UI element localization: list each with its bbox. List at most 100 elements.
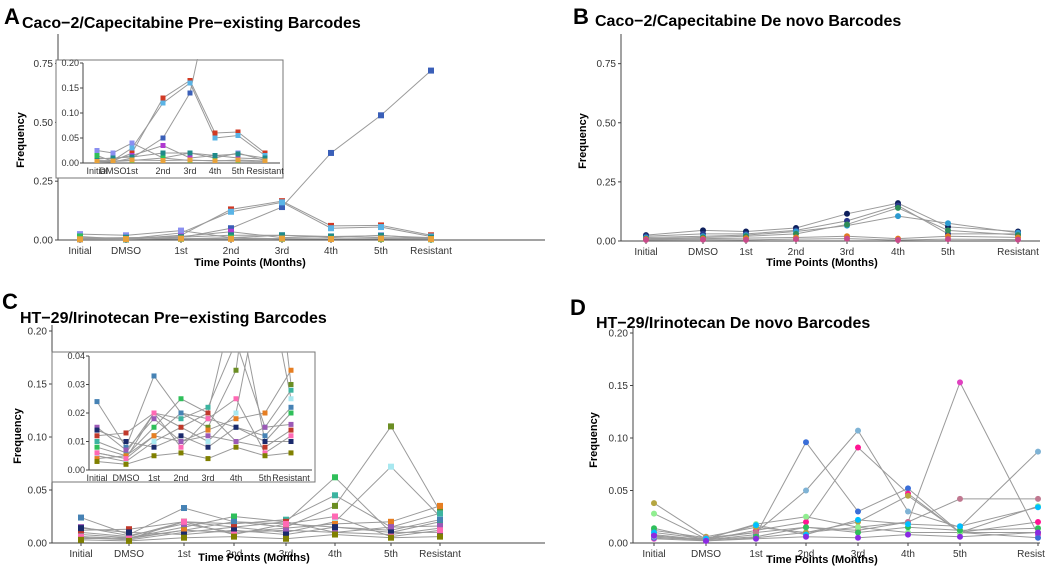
data-point xyxy=(178,424,184,430)
data-point xyxy=(437,533,443,540)
data-point xyxy=(855,444,861,451)
data-point xyxy=(181,531,187,538)
series-line xyxy=(645,238,1019,241)
data-point xyxy=(151,453,157,459)
inset-x-tick-label: Initial xyxy=(86,166,107,176)
x-tick-label: Initial xyxy=(69,549,92,560)
data-point xyxy=(181,534,187,541)
inset-series-line xyxy=(96,144,266,160)
series-line xyxy=(645,215,1019,238)
x-tick-label: Initial xyxy=(634,247,657,258)
inset-x-tick-label: Initial xyxy=(86,473,107,483)
data-point xyxy=(205,456,211,462)
data-point xyxy=(288,382,294,387)
series-line xyxy=(653,381,1039,542)
data-point xyxy=(1015,236,1021,243)
data-point xyxy=(279,204,285,211)
y-axis-label: Frequency xyxy=(577,112,589,169)
data-point xyxy=(181,524,187,531)
inset-x-tick-label: Resistant xyxy=(272,473,310,483)
data-point xyxy=(1035,504,1041,511)
data-point xyxy=(178,439,184,444)
x-tick-label: Resistant xyxy=(1017,549,1045,560)
data-point xyxy=(262,453,268,459)
y-tick-label: 0.25 xyxy=(34,177,54,188)
data-point xyxy=(235,129,241,135)
data-point xyxy=(262,410,268,416)
data-point xyxy=(753,529,759,536)
data-point xyxy=(957,527,963,534)
x-tick-label: DMSO xyxy=(691,549,721,560)
data-point xyxy=(94,458,100,464)
data-point xyxy=(178,227,184,234)
data-point xyxy=(151,373,157,379)
series-line xyxy=(80,523,441,537)
data-point xyxy=(905,521,911,528)
inset-series-line xyxy=(96,446,292,465)
data-point xyxy=(181,518,187,525)
data-point xyxy=(160,143,166,148)
y-axis-label: Frequency xyxy=(15,111,27,168)
data-point xyxy=(332,474,338,481)
inset-x-tick-label: 3rd xyxy=(183,166,196,176)
series-markers xyxy=(651,379,1041,544)
data-point xyxy=(123,450,129,456)
data-point xyxy=(378,224,384,231)
data-point xyxy=(793,236,799,243)
x-tick-label: 4th xyxy=(901,549,915,560)
data-point xyxy=(123,236,129,243)
data-point xyxy=(228,235,234,242)
inset-series xyxy=(94,59,268,163)
data-point xyxy=(283,520,289,527)
inset-x-tick-label: 1st xyxy=(148,473,161,483)
data-point xyxy=(332,531,338,538)
panel-title: Caco−2/Capecitabine Pre−existing Barcode… xyxy=(22,15,361,32)
panel-title: Caco−2/Capecitabine De novo Barcodes xyxy=(595,13,901,30)
data-point xyxy=(123,447,129,453)
data-point xyxy=(160,95,166,101)
data-point xyxy=(123,461,129,467)
data-point xyxy=(94,453,100,459)
data-point xyxy=(233,416,239,422)
data-point xyxy=(288,396,294,402)
data-point xyxy=(1035,525,1041,532)
x-tick-label: 5th xyxy=(953,549,967,560)
data-point xyxy=(78,533,84,540)
panel-letter: A xyxy=(4,4,20,29)
data-point xyxy=(388,534,394,541)
series-line xyxy=(653,506,1039,540)
inset-series-line xyxy=(96,412,292,448)
data-point xyxy=(178,444,184,450)
x-tick-label: 3rd xyxy=(840,247,854,258)
data-point xyxy=(78,536,84,543)
data-point xyxy=(178,235,184,242)
data-point xyxy=(181,505,187,512)
inset-series xyxy=(94,352,294,467)
series-line xyxy=(653,498,1038,539)
data-point xyxy=(123,453,129,459)
inset-y-tick-label: 0.02 xyxy=(67,408,85,418)
data-point xyxy=(428,236,434,243)
data-point xyxy=(181,527,187,534)
data-point xyxy=(288,433,294,439)
data-point xyxy=(895,213,901,220)
data-point xyxy=(388,463,394,470)
y-axis-label: Frequency xyxy=(12,407,24,464)
y-tick-label: 0.00 xyxy=(597,237,617,248)
data-point xyxy=(235,133,241,138)
inset-x-tick-label: DMSO xyxy=(100,166,127,176)
data-point xyxy=(855,427,861,434)
y-tick-label: 0.10 xyxy=(28,433,48,444)
data-point xyxy=(123,430,129,436)
data-point xyxy=(844,235,850,242)
data-point xyxy=(855,516,861,523)
data-point xyxy=(78,514,84,521)
data-point xyxy=(205,416,211,422)
inset-series-line xyxy=(96,152,266,160)
data-point xyxy=(1035,448,1041,455)
x-tick-label: 3rd xyxy=(279,549,293,560)
y-tick-label: 0.20 xyxy=(28,327,48,338)
data-point xyxy=(332,524,338,531)
y-tick-label: 0.00 xyxy=(34,236,54,247)
